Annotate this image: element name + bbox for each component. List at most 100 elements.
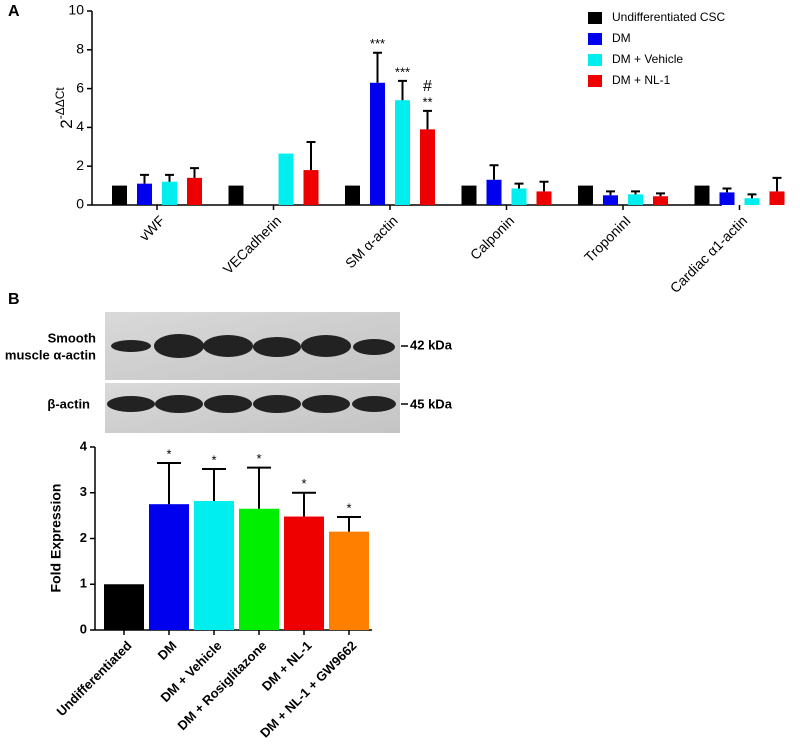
legend-swatch	[588, 33, 602, 45]
bar	[303, 170, 319, 205]
error-bar	[656, 192, 665, 197]
error-bar	[337, 515, 361, 532]
bar	[719, 192, 735, 205]
x-tick-label: Cardiac α1-actin	[667, 212, 751, 296]
blot-label: muscle α-actin	[5, 347, 96, 362]
bar	[603, 195, 618, 205]
error-bar	[190, 167, 199, 178]
error-bar	[202, 467, 226, 501]
error-bar	[292, 491, 316, 517]
y-tick-label: 1	[80, 576, 87, 591]
annotation: *	[166, 446, 171, 461]
error-bar	[722, 187, 732, 193]
error-bar	[398, 79, 407, 101]
y-tick-label: 6	[76, 79, 84, 95]
bar	[149, 504, 189, 630]
error-bar	[747, 193, 757, 199]
bar	[228, 185, 244, 205]
y-tick-label: 0	[76, 196, 84, 212]
band	[301, 335, 351, 357]
annotation: *	[256, 451, 261, 466]
annotation: *	[301, 476, 306, 491]
blot-size: 42 kDa	[410, 337, 453, 352]
x-tick-label: DM + Rosiglitazone	[174, 638, 269, 733]
x-tick-label: Calponin	[467, 212, 517, 262]
bar	[345, 185, 360, 205]
bar	[420, 129, 435, 205]
y-tick-label: 8	[76, 41, 84, 57]
x-tick-label: Undifferentiated	[53, 638, 134, 719]
error-bar	[423, 109, 432, 130]
error-bar	[165, 173, 174, 182]
bar	[744, 198, 760, 205]
blot-label: β-actin	[47, 396, 90, 411]
x-tick-label: vWF	[136, 212, 168, 244]
legend-label: Undifferentiated CSC	[612, 10, 726, 24]
bar	[536, 191, 552, 205]
band	[155, 395, 203, 413]
error-bar	[306, 140, 316, 171]
bar	[511, 188, 527, 205]
band	[203, 335, 253, 357]
annotation: *	[211, 452, 216, 467]
blot: Smooth muscle α-actin β-actin 42 kDa 45 …	[5, 312, 453, 433]
x-tick-label: VECadherin	[220, 212, 285, 277]
error-bar	[157, 462, 181, 505]
band	[253, 337, 301, 357]
y-label-exponent: -ΔΔCt	[53, 87, 67, 120]
legend-label: DM + NL-1	[612, 73, 671, 87]
bar	[284, 516, 324, 630]
band	[154, 334, 204, 358]
bar	[194, 500, 234, 630]
panel-label: A	[8, 3, 20, 20]
annotation: ***	[370, 36, 385, 51]
x-tick-label: DM	[155, 638, 180, 663]
bar	[239, 508, 279, 630]
error-bar	[631, 190, 640, 195]
annotation: *	[346, 500, 351, 515]
bar	[370, 82, 385, 205]
bar	[653, 196, 668, 205]
y-axis-label: Fold Expression	[48, 484, 64, 593]
bands	[107, 334, 396, 413]
legend-label: DM	[612, 31, 631, 45]
error-bar	[489, 164, 499, 180]
x-tick-label: SM α-actin	[342, 212, 401, 271]
bar	[628, 194, 643, 205]
blot-label: Smooth	[48, 330, 96, 345]
band	[352, 396, 396, 412]
y-tick-label: 2	[80, 530, 87, 545]
band	[302, 395, 350, 413]
x-tick-label: TroponinI	[581, 212, 634, 265]
legend-swatch	[588, 54, 602, 66]
annotation: **	[422, 94, 432, 109]
bar	[329, 531, 369, 630]
error-bar	[140, 173, 149, 184]
band	[111, 340, 151, 352]
y-tick-label: 2	[76, 157, 84, 173]
bar	[395, 100, 410, 205]
bar	[694, 185, 710, 205]
bar	[187, 177, 202, 205]
bar	[104, 584, 144, 630]
error-bar	[514, 182, 524, 189]
error-bar	[772, 176, 782, 192]
legend-swatch	[588, 12, 602, 24]
y-tick-label: 4	[80, 438, 88, 453]
blot-size: 45 kDa	[410, 396, 453, 411]
annotation: #	[423, 78, 432, 95]
bar	[486, 179, 502, 205]
bar	[162, 181, 177, 205]
y-tick-label: 4	[76, 118, 84, 134]
annotation: ***	[395, 64, 410, 79]
panel-label: B	[8, 291, 20, 308]
error-bar	[539, 180, 549, 192]
blot-film	[105, 383, 400, 433]
band	[253, 395, 301, 413]
error-bar	[373, 51, 382, 83]
error-bar	[247, 466, 271, 509]
bar	[461, 185, 477, 205]
y-axis-label: 2-ΔΔCt	[53, 87, 76, 129]
legend-label: DM + Vehicle	[612, 52, 683, 66]
